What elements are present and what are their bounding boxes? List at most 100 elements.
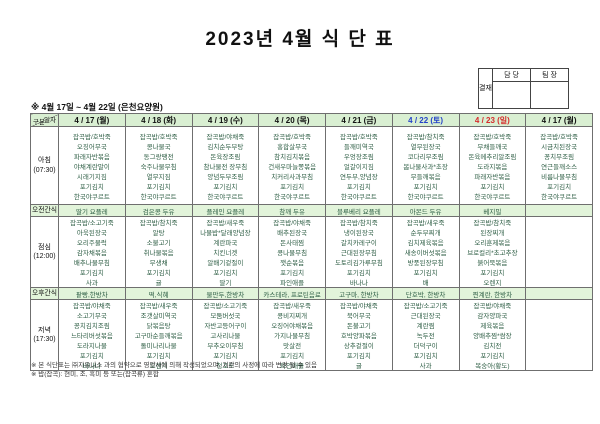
meal-item: 양념두부조림 xyxy=(207,173,244,181)
meal-item: 오리훈제볶음 xyxy=(474,240,511,247)
meal-item: 비름나물무침 xyxy=(541,173,578,181)
meal-cell: 잡곡밥/참치죽 알탕 소불고기 취나물볶음 무생채 포기김치 귤 xyxy=(124,216,193,288)
meal-item: 잡곡밥/새우죽 xyxy=(206,220,245,227)
meal-item: 배추나물무침 xyxy=(73,260,110,267)
meal-item: 포기김치 xyxy=(79,353,104,360)
snack-cell xyxy=(525,287,593,300)
meal-item: 무채들깨국 xyxy=(477,143,508,151)
meal-item: 잡곡밥/새우죽 xyxy=(406,220,445,227)
meal-item: 청포도 xyxy=(216,363,235,370)
meal-item: 봄나물사과*초장 xyxy=(403,163,448,171)
meal-item: 근대된장국 xyxy=(410,313,441,320)
meal-item: 잡곡밥/소고기죽 xyxy=(403,303,448,310)
meal-item: 갈치카레구이 xyxy=(340,240,377,247)
meal-item: 잡곡밥/야채죽 xyxy=(73,303,111,310)
meal-item: 야채계란말이 xyxy=(73,163,110,171)
meal-item: 사과 xyxy=(419,363,432,370)
meal-items: 잡곡밥/호박죽 콩나물국 동그랑땡전 숙주나물무침 열무지짐 포기김치 한국야쿠르트 xyxy=(126,131,191,201)
row-am_snack: 오전간식 딸기 요플레 검은콩 두유 플레인 요플레 참깨 두유 블루베리 요플레 아몬드 … xyxy=(30,204,593,217)
meal-cell: 잡곡밥/새우죽 조갯살미역국 닭볶음탕 고구마순들깨볶음 돌미나리나물 포기김치 오렌지 xyxy=(124,299,193,371)
meal-cell: 잡곡밥/호박죽 홍합살무국 참치김치볶음 건새우마늘쫑볶음 치커리사과무침 포기김치 한국야… xyxy=(258,126,326,205)
meal-item: 잡곡밥/소고기죽 xyxy=(203,303,248,310)
meal-item: 오징어야채볶음 xyxy=(271,323,314,330)
row-label-text: 오전간식 xyxy=(31,206,57,214)
meal-item: 돈육장조림 xyxy=(210,153,241,161)
approval-box: 결재 담 당 팀 장 xyxy=(478,68,569,109)
meal-item: 귤 xyxy=(355,363,362,370)
meal-item: 포기김치 xyxy=(280,353,305,360)
meal-item: 건새우마늘쫑볶음 xyxy=(268,163,317,171)
meal-items: 잡곡밥/소고기죽 모둠버섯국 자반고등어구이 고사리나물 부추오이무침 포기김치 청포도 xyxy=(193,301,258,370)
meal-cell: 잡곡밥/야채죽 소고기무국 꽁치김치조림 느타리버섯볶음 도라지나물 포기김치 바나나 xyxy=(58,299,126,371)
meal-item: 포기김치 xyxy=(346,183,371,191)
meal-item: 감자양파국 xyxy=(477,313,508,320)
meal-item: 김치순두부탕 xyxy=(207,143,244,151)
meal-item: 포기김치 xyxy=(146,270,171,277)
meal-item: 한국야쿠르트 xyxy=(140,193,177,201)
meal-cell: 잡곡밥/호박죽 들깨미역국 우엉장조림 얼갈이지짐 연두부,양념장 포기김치 한국야쿠르트 xyxy=(325,126,393,205)
meal-item: 잡곡밥/새우죽 xyxy=(273,303,311,310)
approval-col-damdang: 담 당 xyxy=(492,68,531,82)
meal-item: 모둠버섯국 xyxy=(210,313,241,320)
meal-item: 북어무국 xyxy=(346,313,371,320)
meal-item: 콩나물무침 xyxy=(277,250,308,257)
meal-item: 파래자반볶음 xyxy=(474,173,511,181)
meal-item: 가지나물무침 xyxy=(274,333,311,340)
snack-cell: 참깨 두유 xyxy=(258,204,326,217)
meal-cell: 잡곡밥/호박죽 오징어무국 파래자반볶음 야채계란말이 시래기지짐 포기김치 한국야쿠르트 xyxy=(58,126,126,205)
meal-items: 잡곡밥/호박죽 들깨미역국 우엉장조림 얼갈이지짐 연두부,양념장 포기김치 한국야쿠르트 xyxy=(326,131,391,201)
meal-cell: 잡곡밥/소고기죽 아욱된장국 오리주물럭 감자채볶음 배추나물무침 포기김치 사과 xyxy=(58,216,126,288)
date-header-cell: 4 / 19 (수) xyxy=(191,113,260,127)
period-note: ※ 4월 17일 ~ 4월 22일 (은천요양원) xyxy=(31,102,163,112)
approval-header-row: 결재 담 당 팀 장 xyxy=(478,68,569,109)
meal-item: 포기김치 xyxy=(413,183,438,191)
meal-item: 숙주나물무침 xyxy=(140,163,177,171)
footnote-line-1: ※ 본 식단표는 ㈜지유니소 과의 협약으로 영양사에 의해 작성되었으며, 기… xyxy=(31,362,318,369)
date-header-cell: 4 / 22 (토) xyxy=(391,113,460,127)
meal-item: 시금치된장국 xyxy=(541,143,578,151)
snack-cell: 검은콩 두유 xyxy=(124,204,193,217)
meal-cell xyxy=(525,216,593,288)
meal-item: 계란찜 xyxy=(416,323,435,330)
meal-item: 무생채 xyxy=(149,260,168,267)
footnotes: ※ 본 식단표는 ㈜지유니소 과의 협약으로 영양사에 의해 작성되었으며, 기… xyxy=(31,361,317,379)
meal-item: 소불고기 xyxy=(146,240,171,247)
meal-item: 포기김치 xyxy=(146,183,171,191)
meal-item: 고구마순들깨볶음 xyxy=(134,333,183,340)
meal-item: 잡곡밥/호박죽 xyxy=(139,133,178,141)
meal-item: 귤 xyxy=(155,280,162,287)
meal-item: 녹두전 xyxy=(416,333,435,340)
meal-item: 포기김치 xyxy=(146,353,171,360)
meal-item: 방풍된장무침 xyxy=(407,260,444,267)
snack-cell: 떡,식혜 xyxy=(124,287,193,300)
meal-item: 치커리사과무침 xyxy=(271,173,314,181)
meal-item: 포기김치 xyxy=(346,353,371,360)
meal-item: 호박양파볶음 xyxy=(340,333,377,340)
meal-cell: 잡곡밥/참치죽 냉이된장국 갈치카레구이 근대된장무침 도토리김가루무침 포기김치 바나나 xyxy=(325,216,393,288)
meal-item: 붉어묵볶음 xyxy=(477,260,508,267)
date-category-corner-cell: 일자 구분 xyxy=(30,113,59,127)
meal-item: 감자채볶음 xyxy=(76,250,107,257)
meal-item: 복숭아(황도) xyxy=(475,363,510,370)
meal-items: 잡곡밥/새우죽 조갯살미역국 닭볶음탕 고구마순들깨볶음 돌미나리나물 포기김치 오렌지 xyxy=(126,301,191,370)
meal-item: 오렌지 xyxy=(149,363,168,370)
meal-cell: 잡곡밥/새우죽 콩비지찌개 오징어야채볶음 가지나물무침 맛살전 포기김치 파인애플 xyxy=(258,299,326,371)
approval-sign-damdang xyxy=(492,81,531,109)
meal-item: 한국야쿠르트 xyxy=(274,193,311,201)
meal-item: 알배기겉절이 xyxy=(207,260,244,267)
meal-item: 취나물볶음 xyxy=(143,250,174,257)
meal-item: 상추겉절이 xyxy=(343,343,374,350)
meal-items: 잡곡밥/참치죽 냉이된장국 갈치카레구이 근대된장무침 도토리김가루무침 포기김치 바나나 xyxy=(326,218,391,287)
meal-item: 치킨너겟 xyxy=(213,250,238,257)
meal-items: 잡곡밥/호박죽 홍합살무국 참치김치볶음 건새우마늘쫑볶음 치커리사과무침 포기김치 한국야… xyxy=(260,131,325,201)
meal-item: 잡곡밥/참치죽 xyxy=(139,220,178,227)
meal-item: 포기김치 xyxy=(213,270,238,277)
meal-item: 돈육메추리알조림 xyxy=(468,153,517,161)
meal-cell: 잡곡밥/야채죽 김치순두부탕 돈육장조림 참나물전 장무침 양념두부조림 포기김치 한국야쿠… xyxy=(191,126,260,205)
meal-item: 딸기 xyxy=(219,280,232,287)
approval-stamp-label: 결재 xyxy=(478,68,493,109)
meal-item: 시래기지짐 xyxy=(76,173,107,181)
meal-item: 홍합살무국 xyxy=(277,143,308,151)
meal-item: 포기김치 xyxy=(79,183,104,191)
